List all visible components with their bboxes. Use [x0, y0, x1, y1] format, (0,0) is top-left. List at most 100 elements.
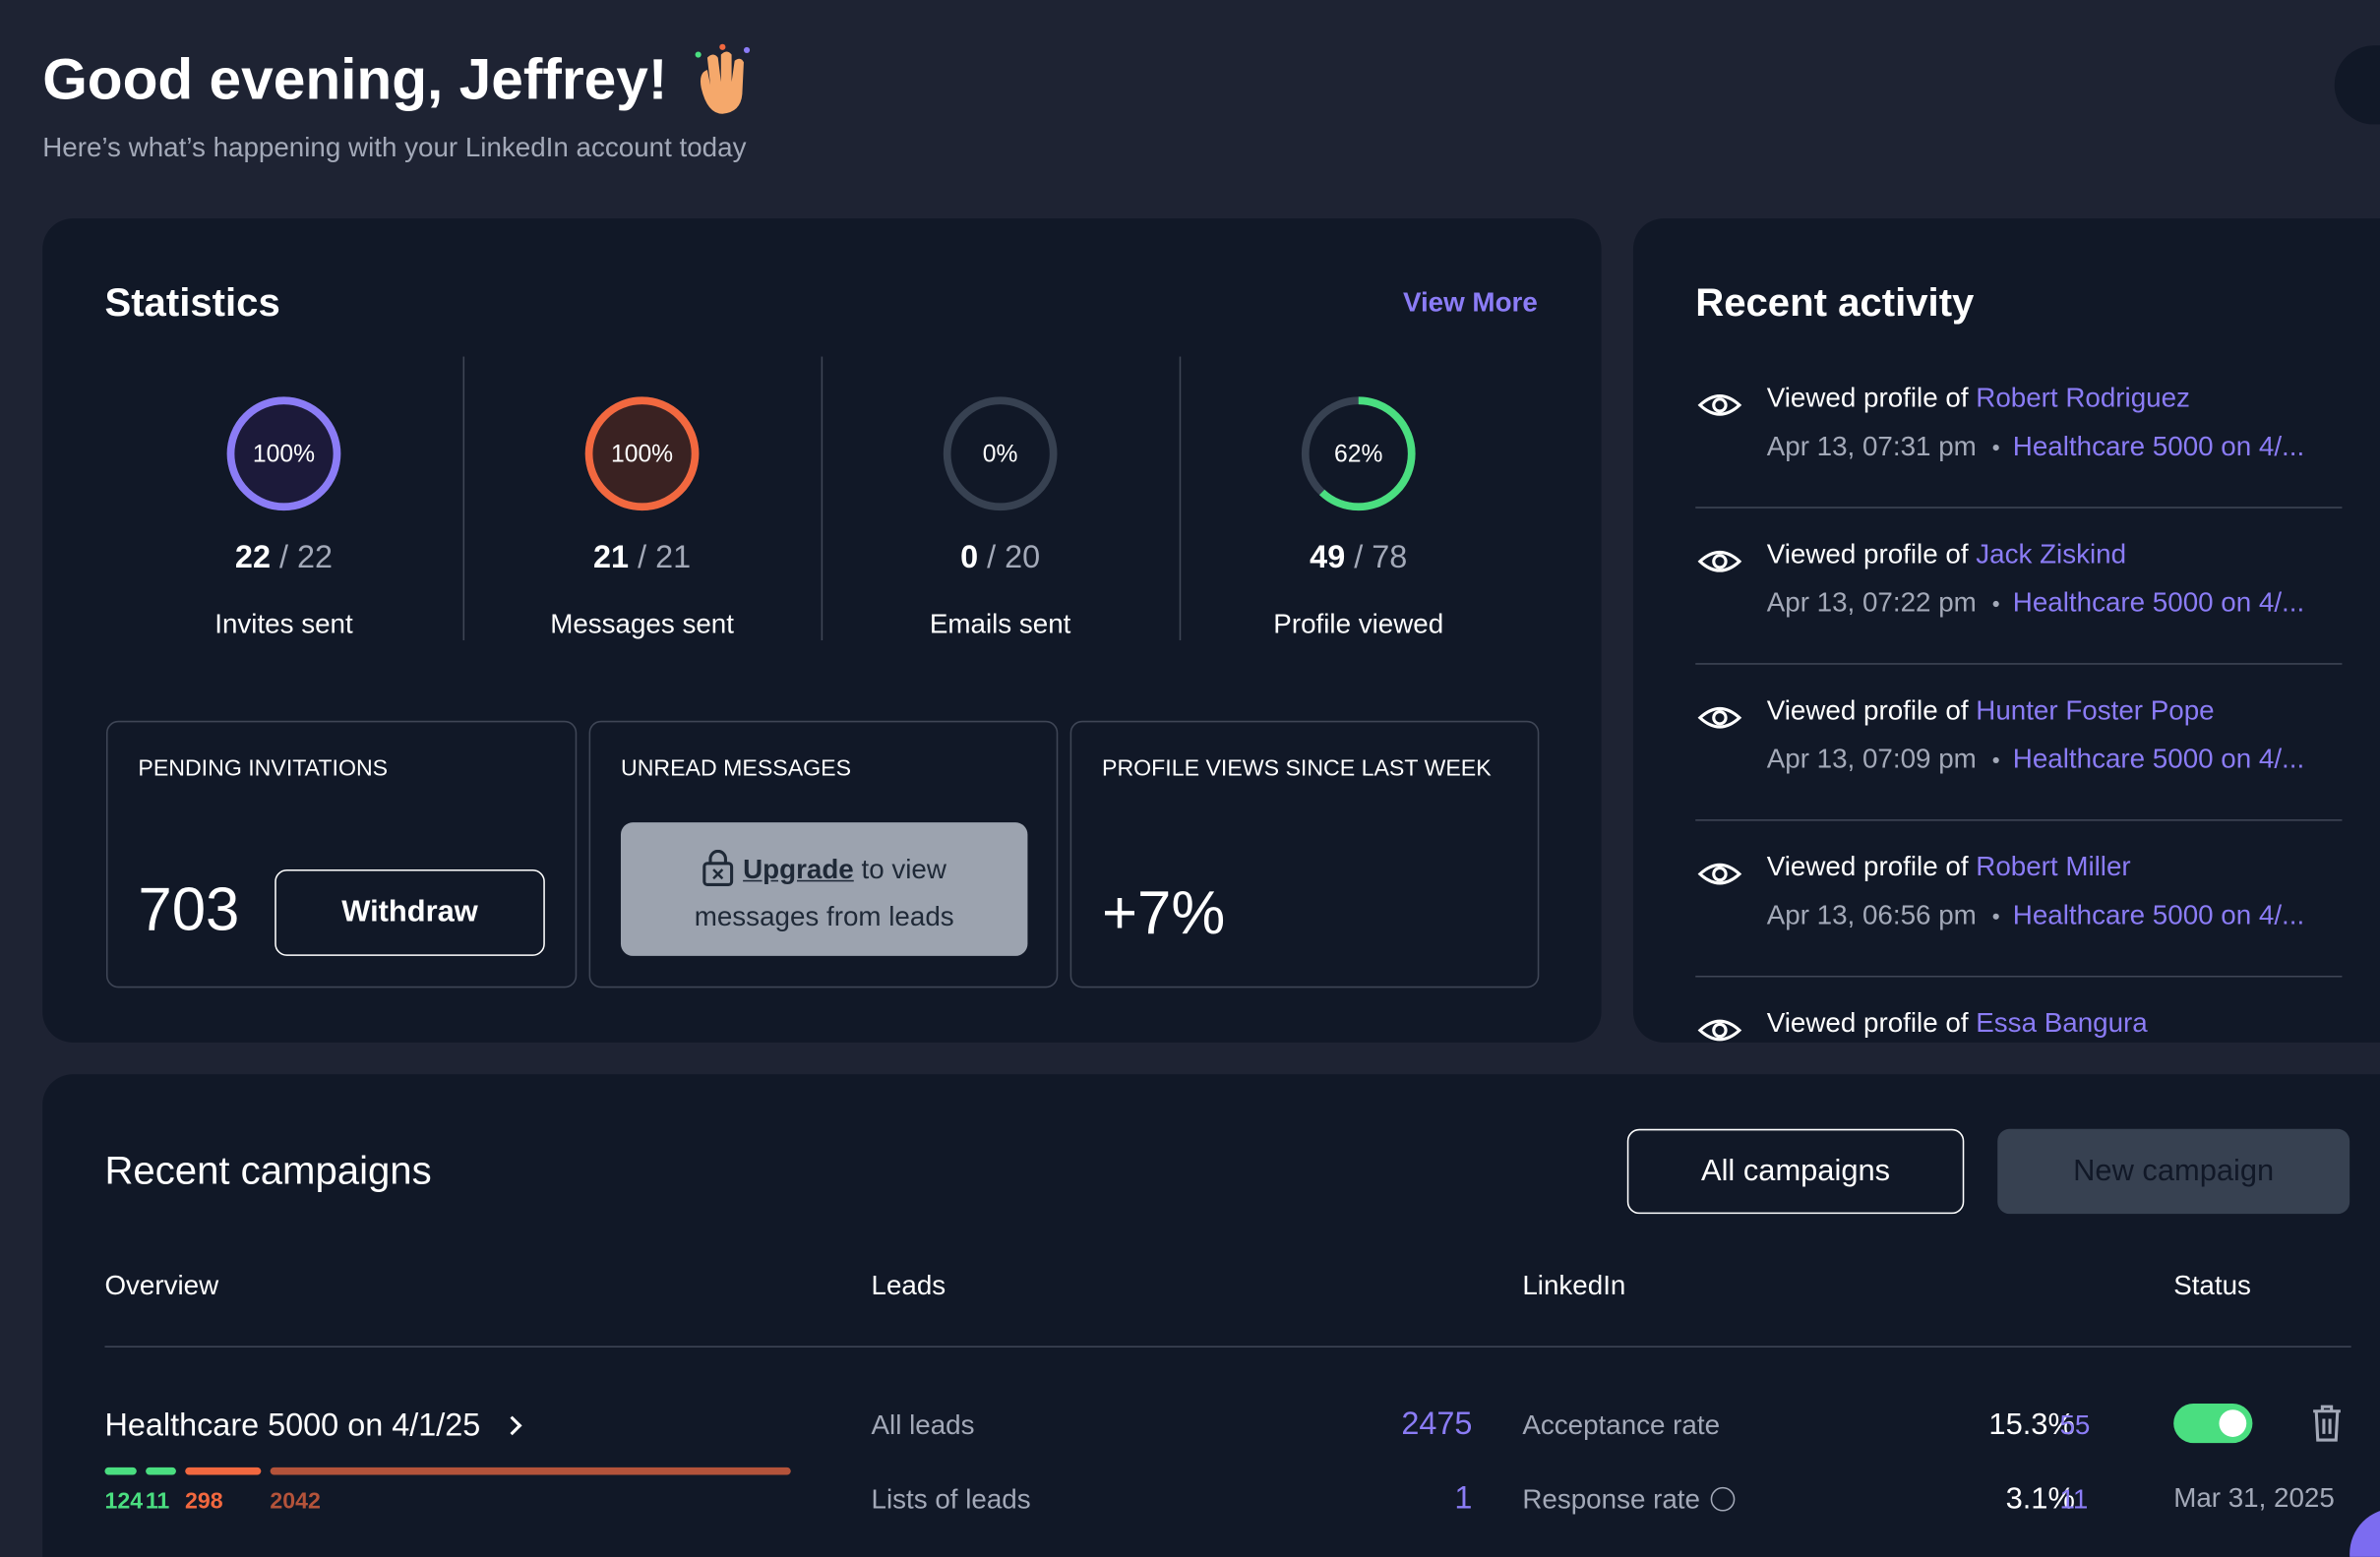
segment-bar — [104, 1467, 137, 1475]
card-label: PENDING INVITATIONS — [138, 755, 389, 782]
count: 0 / 20 — [848, 540, 1152, 576]
segment-bar — [184, 1467, 262, 1475]
separator: / — [638, 540, 647, 575]
stat-label: Messages sent — [550, 608, 734, 639]
segment-label: 124 — [104, 1488, 144, 1515]
wave-icon — [695, 43, 751, 114]
eye-outline — [1697, 551, 1742, 572]
campaign-link[interactable]: Healthcare 5000 on 4/... — [2012, 743, 2305, 774]
segment: 11 — [145, 1467, 176, 1515]
dot — [1992, 757, 1999, 764]
eye-outline — [1697, 394, 1742, 416]
eye-icon — [1697, 394, 1742, 416]
segment-label: 2042 — [270, 1488, 321, 1515]
rate-count: 11 — [2059, 1483, 2089, 1515]
section-title: Recent campaigns — [104, 1147, 432, 1193]
new-campaign-button[interactable]: New campaign — [1997, 1128, 2350, 1215]
separator: / — [278, 540, 288, 575]
ring-label: 100% — [611, 441, 673, 467]
lead-label: Lists of leads — [871, 1483, 1031, 1515]
dot — [1992, 445, 1999, 451]
eye-pupil — [1712, 709, 1728, 726]
done-count: 49 — [1310, 540, 1346, 575]
done-count: 21 — [593, 540, 630, 575]
lead-label: All leads — [871, 1409, 975, 1441]
rate-value: 3.1% — [2005, 1482, 2075, 1517]
eye-pupil — [1712, 397, 1728, 413]
eye-pupil — [1712, 554, 1728, 569]
count: 49 / 78 — [1206, 540, 1510, 576]
all-campaigns-button[interactable]: All campaigns — [1626, 1128, 1965, 1215]
campaign-title: Healthcare 5000 on 4/1/25 — [104, 1407, 481, 1444]
activity-action: Viewed profile of — [1766, 1007, 1969, 1039]
progress-ring: 62% — [1301, 396, 1416, 511]
divider — [1695, 819, 2343, 821]
activity-time: Apr 13, 06:56 pm — [1766, 899, 1977, 930]
ring-arc — [584, 396, 700, 511]
campaign-link[interactable]: Healthcare 5000 on 4/... — [2012, 899, 2305, 930]
dot — [1992, 914, 1999, 921]
column-header: Status — [2173, 1270, 2251, 1301]
done-count: 22 — [234, 540, 271, 575]
greeting: Good evening, Jeffrey! — [42, 48, 668, 113]
profile-link[interactable]: Essa Bangura — [1976, 1007, 2148, 1039]
divider — [1695, 975, 2343, 978]
activity-text: Viewed profile of Robert Miller — [1767, 851, 2131, 882]
activity-card: Recent activity Viewed profile of Robert… — [1632, 218, 2380, 1043]
ring-arc — [1301, 396, 1416, 511]
section-title: Recent activity — [1695, 278, 1975, 326]
view-more-link[interactable]: View More — [1402, 286, 1538, 318]
toggle-knob — [2219, 1409, 2247, 1437]
eye-icon — [1697, 1019, 1742, 1042]
eye-icon — [1697, 863, 1742, 885]
campaign-name[interactable]: Healthcare 5000 on 4/1/25 — [104, 1407, 521, 1445]
profile-link[interactable]: Robert Miller — [1976, 851, 2131, 882]
activity-meta: Apr 13, 07:31 pm Healthcare 5000 on 4/... — [1767, 431, 2304, 462]
profile-link[interactable]: Jack Ziskind — [1976, 538, 2127, 569]
delete-button[interactable] — [2310, 1404, 2344, 1443]
segment-label: 11 — [145, 1488, 170, 1515]
chevron — [502, 1415, 521, 1436]
campaign-date: Mar 31, 2025 — [2173, 1482, 2335, 1514]
subtitle: Here’s what’s happening with your Linked… — [42, 132, 747, 163]
ring-label: 100% — [253, 441, 315, 467]
column-header: Leads — [871, 1270, 946, 1301]
stat-label: Profile viewed — [1273, 608, 1444, 639]
section-title: Statistics — [104, 278, 280, 326]
count: 22 / 22 — [132, 540, 436, 576]
lock-icon — [702, 850, 734, 886]
upgrade-text: to view messages from leads — [694, 854, 954, 932]
status-toggle[interactable] — [2173, 1404, 2253, 1444]
activity-text: Viewed profile of Jack Ziskind — [1767, 539, 2126, 570]
ring-label: 62% — [1334, 441, 1382, 467]
ring-label: 0% — [983, 441, 1018, 467]
notification-button[interactable] — [2334, 45, 2380, 125]
total-count: 78 — [1372, 540, 1408, 575]
activity-text: Viewed profile of Hunter Foster Pope — [1767, 695, 2215, 727]
campaign-link[interactable]: Healthcare 5000 on 4/... — [2012, 587, 2305, 618]
activity-action: Viewed profile of — [1766, 382, 1969, 413]
campaign-link[interactable]: Healthcare 5000 on 4/... — [2012, 431, 2305, 461]
ring-track — [943, 396, 1058, 511]
profile-link[interactable]: Hunter Foster Pope — [1976, 694, 2215, 726]
upgrade-box: Upgrade to view messages from leads — [620, 822, 1028, 956]
progress-ring: 100% — [584, 396, 700, 511]
segment-bar — [145, 1467, 176, 1475]
rate-value: 15.3% — [1988, 1407, 2075, 1442]
lead-value: 2475 — [1401, 1407, 1473, 1442]
card-value: +7% — [1102, 879, 1226, 947]
column-header: LinkedIn — [1522, 1270, 1626, 1301]
profile-link[interactable]: Robert Rodriguez — [1976, 382, 2190, 413]
segment: 2042 — [270, 1467, 791, 1515]
rate-label: Acceptance rate — [1522, 1409, 1720, 1441]
rate-count: 55 — [2059, 1409, 2091, 1441]
eye-pupil — [1712, 1022, 1728, 1039]
card-label: UNREAD MESSAGES — [620, 755, 852, 782]
eye-pupil — [1712, 866, 1728, 882]
withdraw-button[interactable]: Withdraw — [275, 868, 545, 956]
dot — [1992, 601, 1999, 608]
eye-icon — [1697, 706, 1742, 729]
upgrade-link[interactable]: Upgrade — [743, 854, 854, 885]
eye-outline — [1697, 863, 1742, 885]
segment-label: 298 — [184, 1488, 223, 1515]
